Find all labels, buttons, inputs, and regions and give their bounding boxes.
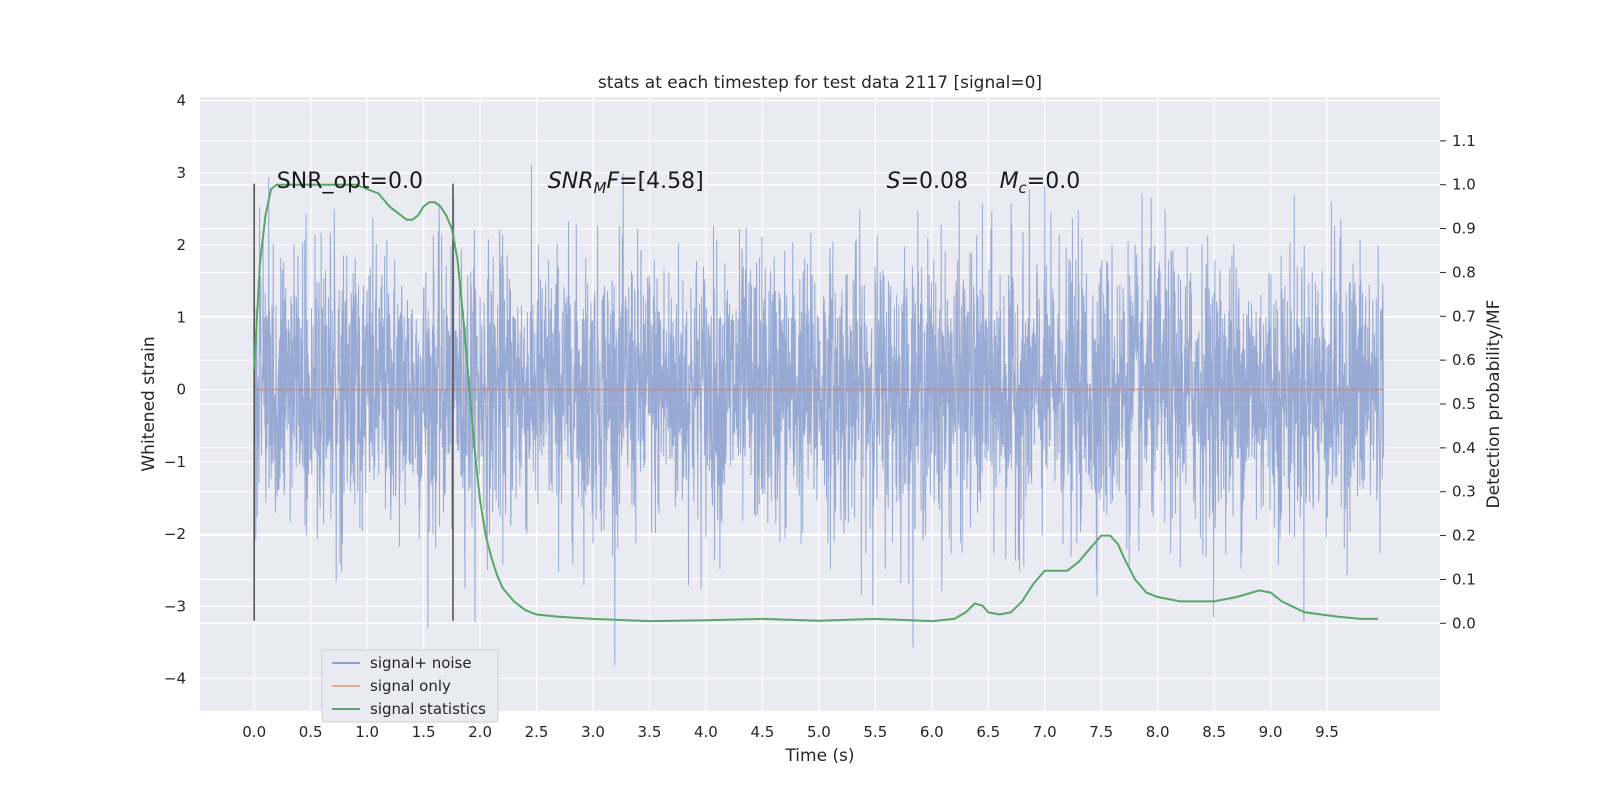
right-tick-label: 0.7 — [1452, 307, 1476, 325]
right-tick-label: 0.0 — [1452, 614, 1476, 632]
legend-label-signal-only: signal only — [370, 677, 451, 695]
y-tick-label: 2 — [176, 236, 186, 254]
legend-label-signal-noise: signal+ noise — [370, 654, 472, 672]
x-tick-label: 9.0 — [1259, 723, 1283, 741]
chart-title: stats at each timestep for test data 211… — [598, 73, 1042, 93]
x-tick-label: 2.5 — [525, 723, 549, 741]
annotation-mc: Mc=0.0 — [1000, 169, 1081, 197]
right-axis-ticks: 0.0 0.1 0.2 0.3 0.4 0.5 0.6 0.7 0.8 0.9 1.0 1.1 — [1440, 132, 1476, 632]
right-tick-label: 0.4 — [1452, 439, 1476, 457]
right-tick-label: 0.5 — [1452, 395, 1476, 413]
y-axis-label: Whitened strain — [139, 336, 159, 471]
y-tick-label: −1 — [164, 453, 186, 471]
x-tick-label: 9.5 — [1315, 723, 1339, 741]
x-tick-label: 0.5 — [299, 723, 323, 741]
right-tick-label: 0.2 — [1452, 527, 1476, 545]
x-tick-label: 7.5 — [1089, 723, 1113, 741]
legend: signal+ noise signal only signal statist… — [321, 649, 499, 723]
legend-label-signal-statistics: signal statistics — [370, 700, 486, 718]
x-tick-label: 6.0 — [920, 723, 944, 741]
right-tick-label: 1.0 — [1452, 176, 1476, 194]
right-tick-label: 0.8 — [1452, 263, 1476, 281]
x-tick-label: 5.5 — [863, 723, 887, 741]
y-tick-label: 3 — [176, 164, 186, 182]
y-tick-label: −2 — [164, 525, 186, 543]
x-tick-label: 2.0 — [468, 723, 492, 741]
x-axis-ticks: 0.0 0.5 1.0 1.5 2.0 2.5 3.0 3.5 4.0 4.5 5.0 5.5 6.0 6… — [242, 723, 1339, 741]
x-tick-label: 8.5 — [1202, 723, 1226, 741]
right-axis-label: Detection probability/MF — [1484, 300, 1504, 509]
x-tick-label: 5.0 — [807, 723, 831, 741]
right-tick-label: 0.3 — [1452, 483, 1476, 501]
annotations: SNR_opt=0.0 SNRMF=[4.58] S=0.08 Mc=0.0 — [277, 169, 1080, 197]
x-tick-label: 0.0 — [242, 723, 266, 741]
x-tick-label: 4.0 — [694, 723, 718, 741]
series-signal-noise — [253, 164, 1384, 666]
right-tick-label: 0.1 — [1452, 570, 1476, 588]
y-tick-label: −4 — [164, 669, 186, 687]
right-tick-label: 0.9 — [1452, 220, 1476, 238]
plot-area — [253, 164, 1384, 666]
legend-box — [321, 649, 499, 723]
x-tick-label: 3.0 — [581, 723, 605, 741]
x-tick-label: 7.0 — [1033, 723, 1057, 741]
y-axis-ticks: −4 −3 −2 −1 0 1 2 3 4 — [164, 92, 186, 688]
x-axis-label: Time (s) — [784, 746, 854, 766]
annotation-snr_opt: SNR_opt=0.0 — [277, 169, 423, 194]
annotation-snr_mf: SNRMF=[4.58] — [548, 169, 704, 197]
right-tick-label: 0.6 — [1452, 351, 1476, 369]
y-tick-label: 0 — [176, 381, 186, 399]
x-tick-label: 8.0 — [1146, 723, 1170, 741]
x-tick-label: 1.5 — [412, 723, 436, 741]
y-tick-label: 1 — [176, 308, 186, 326]
x-tick-label: 3.5 — [638, 723, 662, 741]
annotation-s: S=0.08 — [887, 169, 968, 194]
x-tick-label: 1.0 — [355, 723, 379, 741]
right-tick-label: 1.1 — [1452, 132, 1476, 150]
x-tick-label: 4.5 — [750, 723, 774, 741]
x-tick-label: 6.5 — [976, 723, 1000, 741]
y-tick-label: 4 — [176, 92, 186, 110]
series-signal-statistics — [253, 183, 1378, 623]
y-tick-label: −3 — [164, 597, 186, 615]
